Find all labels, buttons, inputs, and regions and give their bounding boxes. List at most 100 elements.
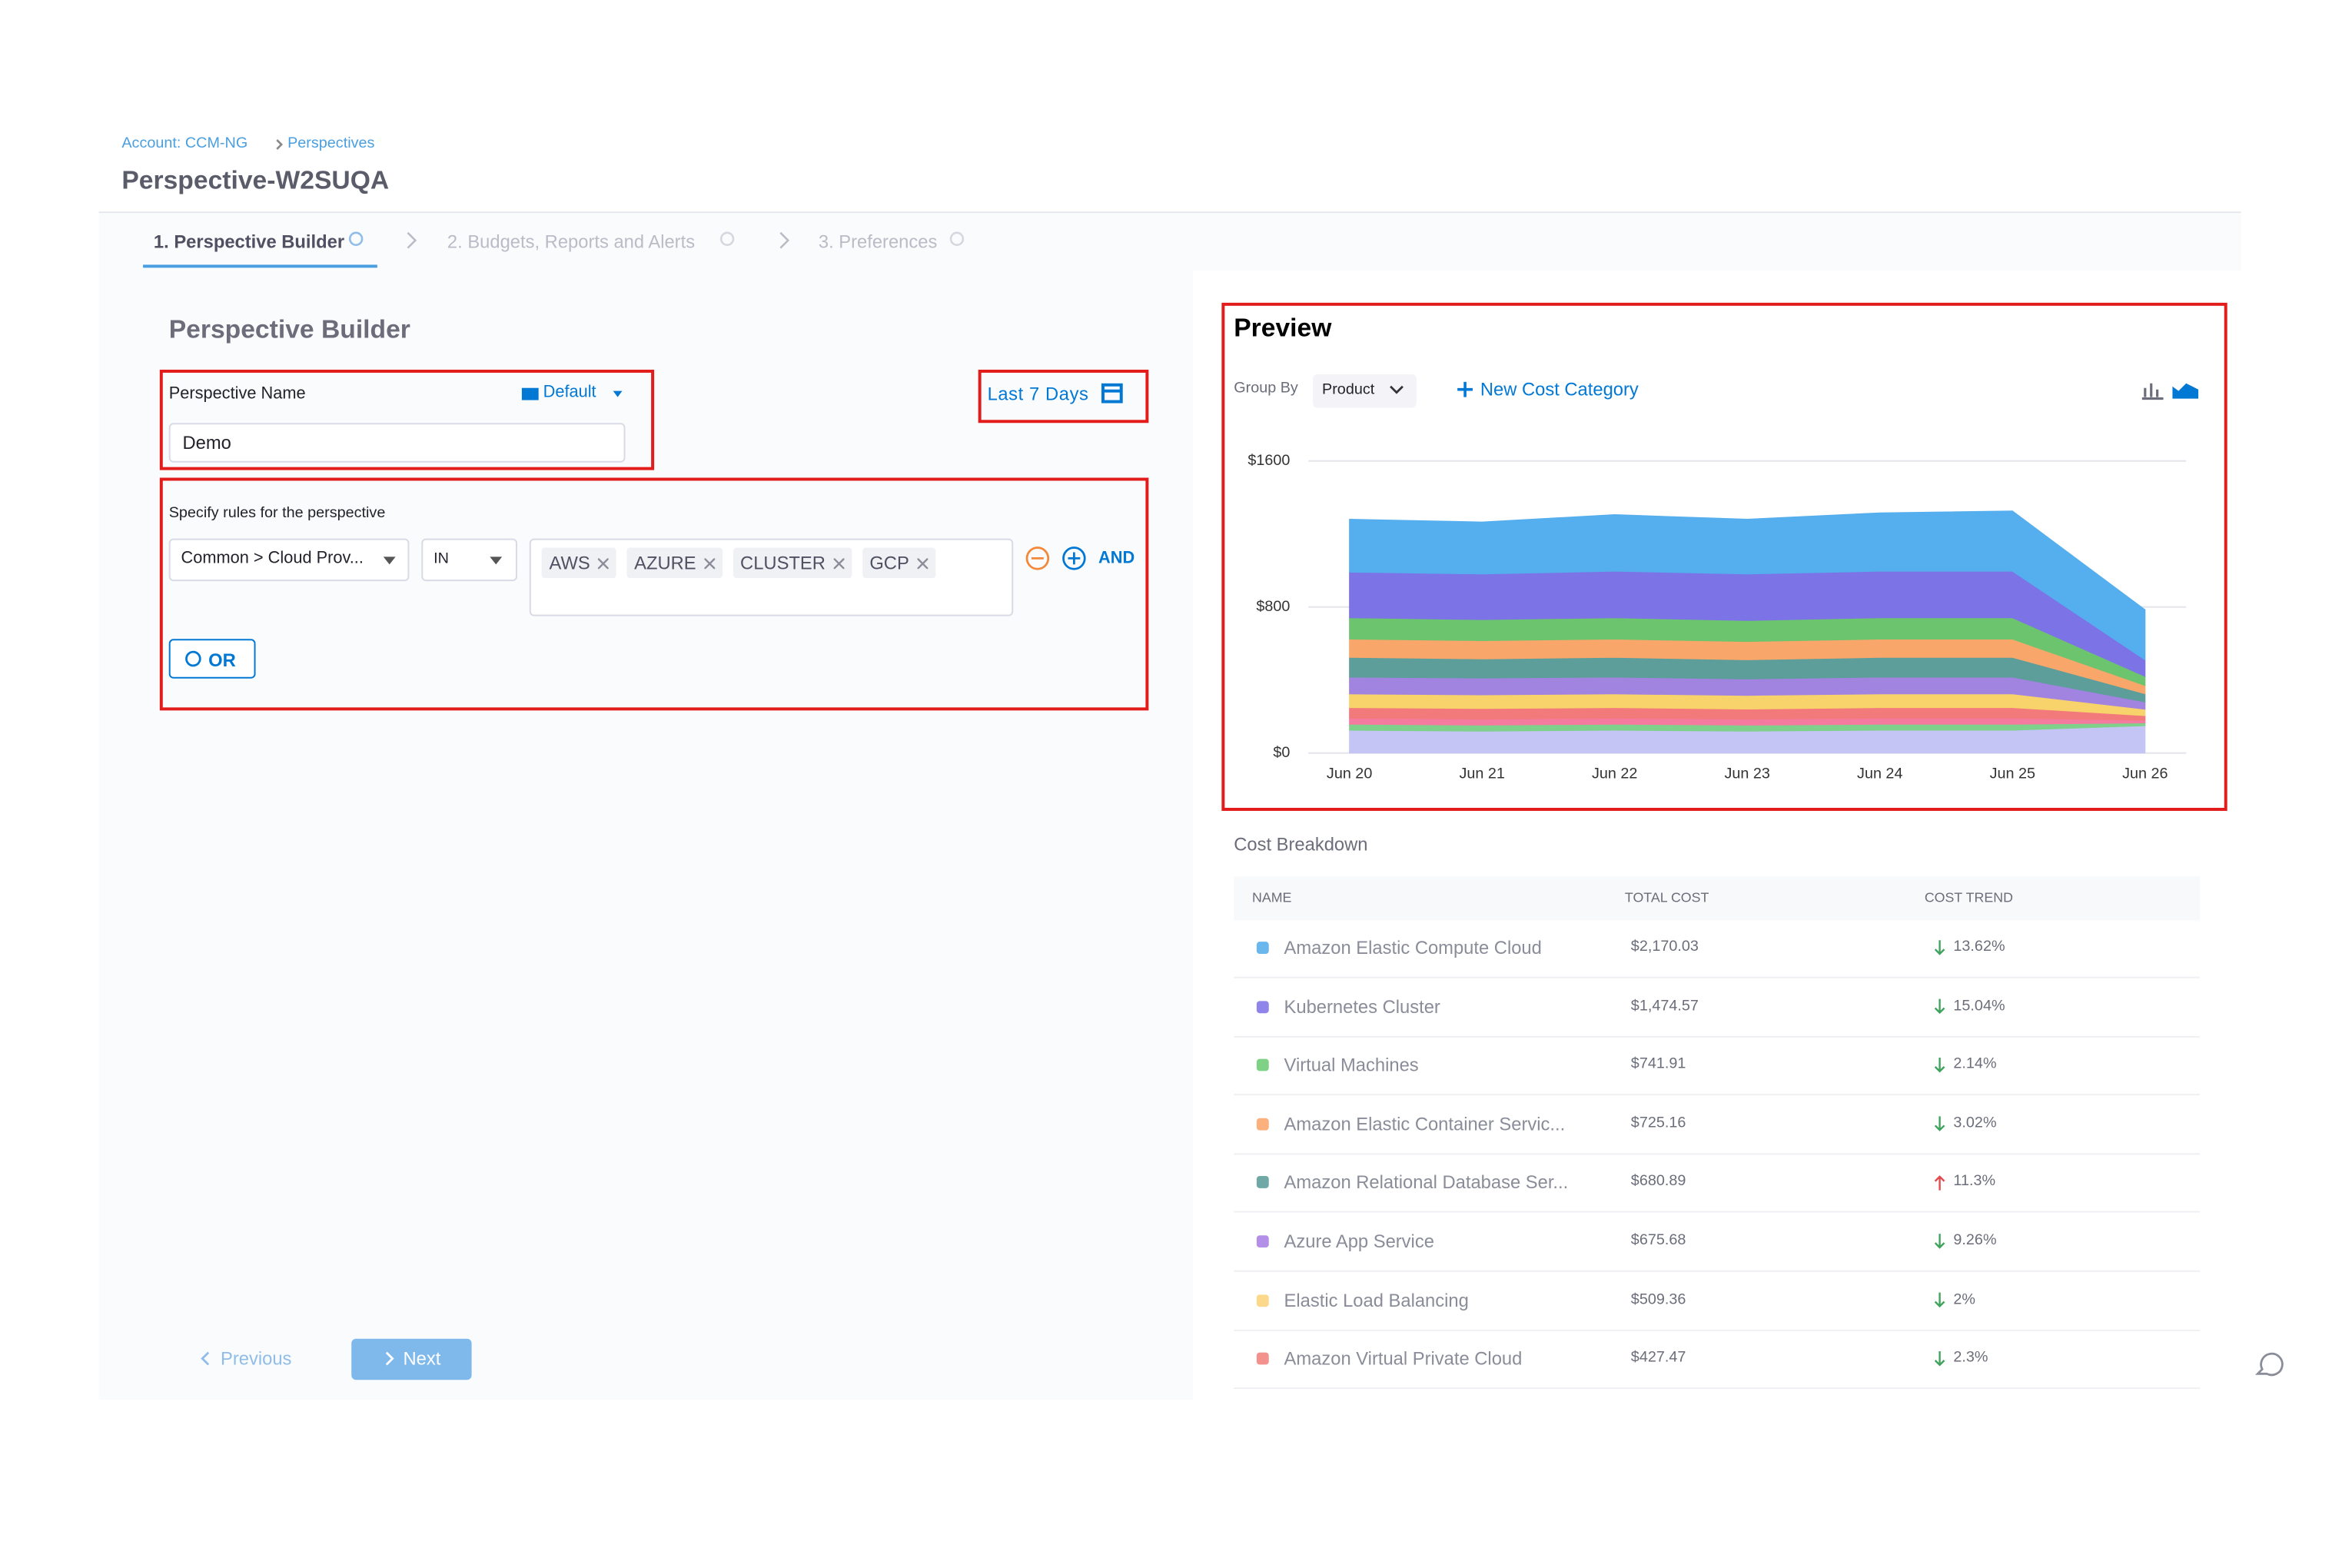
column-header: COST TREND [1924,889,2013,905]
chip-label: CLUSTER [740,552,826,574]
folder-select[interactable]: Default [543,383,596,402]
row-trend: 2.3% [1953,1350,1988,1367]
or-button[interactable] [168,639,256,679]
row-divider [1234,1094,2201,1096]
x-tick-label: Jun 22 [1592,766,1637,782]
values-input[interactable]: AWS AZURE CLUSTER GCP [529,538,1014,616]
row-trend: 15.04% [1953,997,2005,1015]
row-divider [1234,1329,2201,1331]
step-chevrons [276,139,965,249]
chip-remove[interactable] [703,557,715,569]
calendar-icon [1101,383,1123,404]
row-name: Amazon Elastic Container Servic... [1284,1113,1566,1135]
group-by-label: Group By [1234,380,1298,397]
next-button-label: Next [403,1347,441,1370]
cross [597,557,609,569]
row-divider [1234,976,2201,978]
chat-icon[interactable] [2254,1352,2284,1377]
preview-panel [1192,271,2241,1400]
chip-remove[interactable] [832,557,844,569]
and-button[interactable]: AND [1098,549,1135,568]
value-chip: CLUSTER [733,547,852,579]
chip-label: AWS [549,552,590,574]
x-tick-label: Jun 21 [1459,766,1504,782]
row-cost: $2,170.03 [1630,938,1699,956]
chevron [407,231,417,249]
trend-arrow [1934,1175,1945,1191]
row-trend: 3.02% [1953,1115,1997,1132]
preview-heading: Preview [1234,313,1332,343]
color-swatch [1256,1000,1269,1013]
info-icon [719,231,735,246]
add-rule[interactable] [1062,546,1086,570]
caret [383,556,396,565]
trend-arrow [1934,1058,1945,1073]
header-divider [98,211,2241,214]
value-chip: AWS [541,547,616,579]
area-chart-toggle[interactable] [2172,383,2199,399]
time-range[interactable]: Last 7 Days [987,383,1089,405]
row-cost: $680.89 [1630,1173,1686,1191]
operator-value: IN [434,550,449,568]
row-divider [1234,1387,2201,1390]
color-swatch [1256,1294,1269,1307]
chip-label: AZURE [634,552,696,574]
step-tab[interactable]: 1. Perspective Builder [153,231,345,253]
name-input[interactable] [168,423,626,463]
row-divider [1234,1270,2201,1272]
row-cost: $427.47 [1630,1350,1686,1367]
breadcrumb-link[interactable]: Account: CCM-NG [121,135,248,152]
row-trend: 11.3% [1953,1173,1996,1191]
breadcrumb-separator [276,139,283,150]
color-swatch [1256,942,1269,955]
row-trend: 13.62% [1953,938,2005,956]
section-heading: Perspective Builder [168,314,410,344]
rule-icons [185,381,2284,1377]
step-tab[interactable]: 2. Budgets, Reports and Alerts [447,231,696,253]
breadcrumb-link[interactable]: Perspectives [287,135,375,152]
row-trend: 9.26% [1953,1232,1997,1250]
group-by-value: Product [1322,381,1375,399]
header [98,121,2241,212]
x-tick-label: Jun 24 [1857,766,1902,782]
new-cost-category[interactable]: New Cost Category [1480,378,1639,400]
value-chip: AZURE [626,547,723,579]
cross [916,557,928,569]
caret [613,390,623,397]
row-divider [1234,1211,2201,1214]
chip-remove[interactable] [916,557,928,569]
value-chip: GCP [862,547,935,579]
previous-button[interactable]: Previous [220,1347,292,1370]
operator-select[interactable] [421,538,517,582]
caret [490,556,503,565]
row-cost: $509.36 [1630,1291,1686,1308]
chip-remove[interactable] [597,557,609,569]
column-header: TOTAL COST [1624,889,1709,905]
trend-arrow [1934,1292,1945,1308]
color-swatch [1256,1058,1269,1071]
row-name: Kubernetes Cluster [1284,995,1440,1018]
y-tick-label: $1600 [1247,452,1290,469]
row-cost: $741.91 [1630,1056,1686,1073]
trend-arrow [1934,940,1945,955]
y-tick-label: $0 [1273,744,1290,761]
color-swatch [1256,1118,1269,1131]
row-cost: $1,474.57 [1630,997,1699,1015]
highlight-box [159,477,1149,711]
or-plus-icon [185,650,201,667]
field-select[interactable] [168,538,410,582]
cross [703,557,715,569]
bar-chart-toggle[interactable] [2141,383,2164,400]
chart: $0 $800 $1600 Jun 20 Jun 21 Jun 22 Jun 23 Jun 2… [1247,452,2187,782]
y-tick-label: $800 [1256,598,1290,615]
chip-label: GCP [869,552,909,574]
next-button[interactable] [351,1338,472,1380]
row-name: Virtual Machines [1284,1055,1419,1076]
remove-rule[interactable] [1025,546,1050,570]
info-icon [949,231,965,246]
step-tab[interactable]: 3. Preferences [818,231,938,253]
row-cost: $675.68 [1630,1232,1686,1250]
column-header: NAME [1251,889,1292,905]
